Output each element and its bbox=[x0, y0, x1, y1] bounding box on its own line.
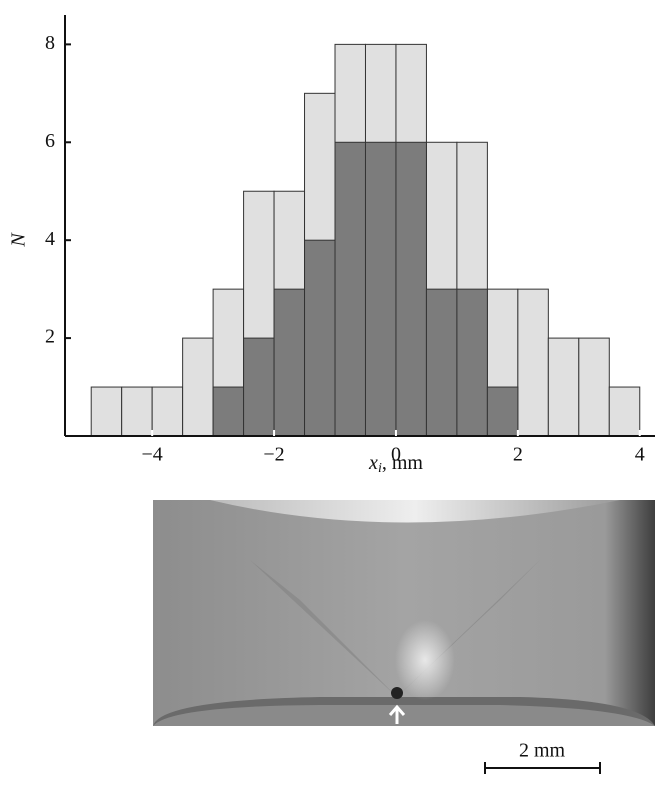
bar bbox=[517, 288, 549, 437]
x-label-symbol: x bbox=[368, 452, 378, 474]
bar bbox=[608, 386, 641, 437]
bar bbox=[456, 288, 488, 437]
bar bbox=[364, 141, 397, 437]
photo bbox=[153, 500, 655, 726]
bar bbox=[578, 337, 610, 437]
x-tick-label: 0 bbox=[391, 444, 401, 466]
x-tick-label: −2 bbox=[263, 444, 284, 466]
bar bbox=[304, 239, 336, 437]
x-tick-label: −4 bbox=[142, 444, 163, 466]
scale-bar-label: 2 mm bbox=[519, 740, 566, 762]
bar bbox=[425, 288, 458, 437]
x-tick-label: 2 bbox=[513, 444, 523, 466]
bar bbox=[151, 386, 184, 437]
x-label-unit: , mm bbox=[382, 452, 424, 474]
bar bbox=[90, 386, 123, 437]
bar bbox=[334, 141, 366, 437]
bar bbox=[547, 337, 580, 437]
bar bbox=[121, 386, 153, 437]
y-axis-label: N bbox=[8, 232, 30, 248]
bar bbox=[182, 337, 214, 437]
x-label-subscript: i bbox=[378, 461, 382, 476]
y-tick-label: 8 bbox=[45, 32, 55, 54]
bar bbox=[273, 288, 306, 437]
bar bbox=[395, 141, 427, 437]
y-tick-label: 4 bbox=[45, 228, 55, 250]
bar bbox=[243, 337, 275, 437]
x-tick-label: 4 bbox=[635, 444, 645, 466]
bar bbox=[486, 386, 519, 437]
x-axis-label: xi, mm bbox=[368, 452, 423, 477]
bar bbox=[212, 386, 245, 437]
y-tick-label: 6 bbox=[45, 130, 55, 152]
y-tick-label: 2 bbox=[45, 326, 55, 348]
